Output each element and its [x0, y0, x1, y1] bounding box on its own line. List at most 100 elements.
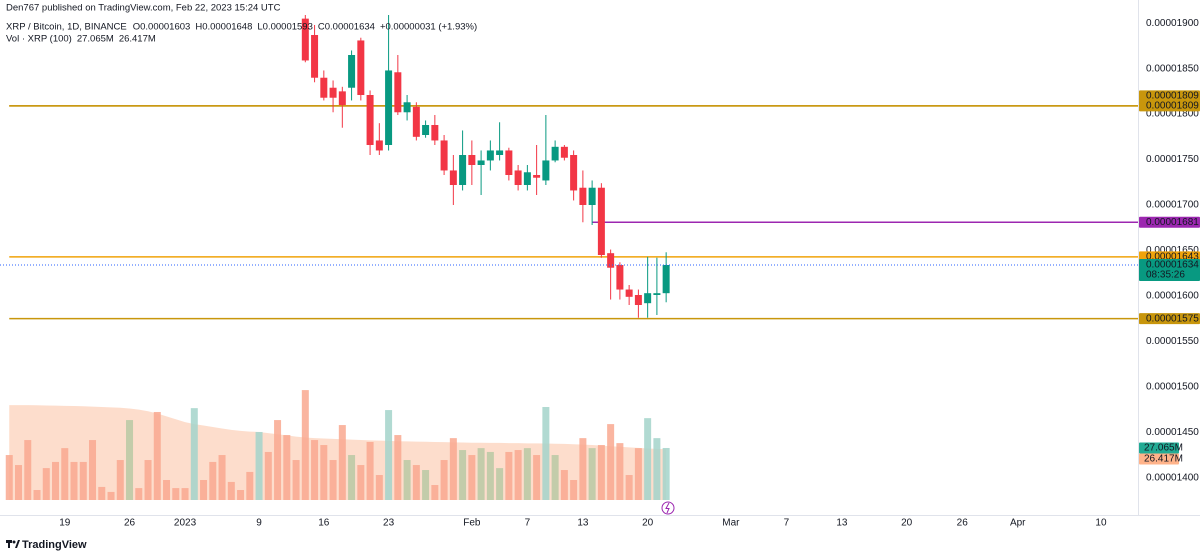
- candle-body: [449, 170, 457, 185]
- candle-body: [570, 155, 578, 191]
- candle-body: [514, 170, 522, 185]
- x-tick-label: 7: [525, 518, 531, 529]
- volume-bar: [292, 460, 300, 500]
- x-tick-label: 9: [256, 518, 262, 529]
- footer-brand: TradingView: [22, 539, 87, 551]
- volume-badge-label: 27.065M: [1144, 443, 1183, 454]
- y-tick-label: 0.00001500: [1146, 381, 1199, 392]
- logo-part: [12, 540, 16, 544]
- volume-bar: [264, 451, 272, 500]
- volume-bar: [135, 488, 143, 500]
- candle-body: [551, 146, 559, 161]
- x-tick-label: 19: [59, 518, 71, 529]
- candle-body: [560, 146, 568, 158]
- candle-body: [375, 140, 383, 151]
- volume-bar: [227, 481, 235, 500]
- candle-body: [597, 187, 605, 255]
- volume-bar: [533, 455, 541, 500]
- volume-bar: [403, 460, 411, 500]
- volume-bar: [616, 443, 624, 500]
- level-label: 0.00001809: [1146, 101, 1199, 112]
- y-tick-label: 0.00001850: [1146, 63, 1199, 74]
- candle-body: [394, 72, 402, 113]
- candle-body: [533, 175, 541, 178]
- candle-body: [348, 55, 356, 88]
- volume-bar: [607, 424, 615, 500]
- ohlc-value: L0.00001593: [257, 22, 312, 33]
- candle-body: [662, 265, 670, 294]
- x-tick-label: 2023: [174, 518, 197, 529]
- volume-bar: [274, 420, 282, 500]
- volume-bar: [255, 431, 263, 500]
- x-tick-label: 13: [577, 518, 589, 529]
- volume-bar: [449, 438, 457, 500]
- axes: 0.00001900 0.00001850 0.00001800 0.00001750…: [59, 18, 1199, 529]
- level-badge: [1139, 313, 1200, 325]
- volume-bar: [52, 461, 60, 500]
- volume-bar: [181, 488, 189, 500]
- volume-bar: [79, 461, 87, 500]
- volume-bar: [366, 441, 374, 500]
- candle-body: [422, 125, 430, 135]
- volume-bar: [653, 438, 661, 500]
- level-badge: [1139, 90, 1200, 102]
- candle-body: [366, 95, 374, 145]
- volume-bar: [329, 460, 337, 500]
- volume-bar: [98, 486, 106, 500]
- candle-body: [625, 289, 633, 297]
- volume-bar: [283, 435, 291, 500]
- volume-bar: [15, 465, 23, 500]
- volume-bar: [477, 448, 485, 500]
- x-tick-label: Feb: [463, 518, 481, 529]
- candle-body: [616, 265, 624, 290]
- volume-bar: [348, 455, 356, 500]
- volume-bar: [338, 425, 346, 500]
- x-tick-label: 26: [124, 518, 136, 529]
- volume-bar: [625, 475, 633, 500]
- volume-bar: [468, 455, 476, 500]
- candle-body: [634, 295, 642, 305]
- level-label: 0.00001575: [1146, 313, 1199, 324]
- volume-bar: [246, 471, 254, 500]
- symbol-title: XRP / Bitcoin, 1D, BINANCE: [6, 22, 127, 33]
- candle-body: [523, 172, 531, 185]
- volume-ma-badge: [1139, 453, 1179, 465]
- last-price-label: 0.00001634: [1146, 260, 1199, 271]
- volume-bar: [42, 468, 50, 500]
- candle-body: [459, 155, 467, 185]
- volume-bar: [190, 408, 198, 500]
- volume-bar: [542, 406, 550, 500]
- volume-bar: [422, 470, 430, 500]
- volume-bar: [200, 480, 208, 500]
- candle-body: [588, 187, 596, 205]
- volume-bar: [24, 440, 32, 500]
- candle-body: [486, 150, 494, 161]
- volume-bar: [70, 461, 78, 500]
- y-tick-label: 0.00001750: [1146, 154, 1199, 165]
- x-tick-label: Mar: [722, 518, 740, 529]
- candle-body: [403, 102, 411, 113]
- volume-bar: [570, 480, 578, 500]
- volume-bar: [523, 448, 531, 500]
- level-badge: [1139, 100, 1200, 112]
- level-label: 0.00001681: [1146, 217, 1199, 228]
- volume-bar: [551, 455, 559, 500]
- y-tick-label: 0.00001900: [1146, 18, 1199, 29]
- volume-ma-value: 26.417M: [119, 34, 156, 45]
- volume-bar: [385, 410, 393, 500]
- candle-body: [385, 70, 393, 145]
- volume-bar: [375, 475, 383, 500]
- volume-value: 27.065M: [77, 34, 114, 45]
- volume-bar: [301, 390, 309, 500]
- candle-body: [542, 160, 550, 181]
- volume-ma-badge-label: 26.417M: [1144, 454, 1183, 465]
- x-tick-label: Apr: [1010, 518, 1026, 529]
- volume-bar: [440, 460, 448, 500]
- candle-body: [653, 293, 661, 295]
- candle-body: [579, 187, 587, 205]
- candle-body: [477, 160, 485, 165]
- volume-bar: [107, 491, 115, 500]
- volume-bar: [431, 485, 439, 500]
